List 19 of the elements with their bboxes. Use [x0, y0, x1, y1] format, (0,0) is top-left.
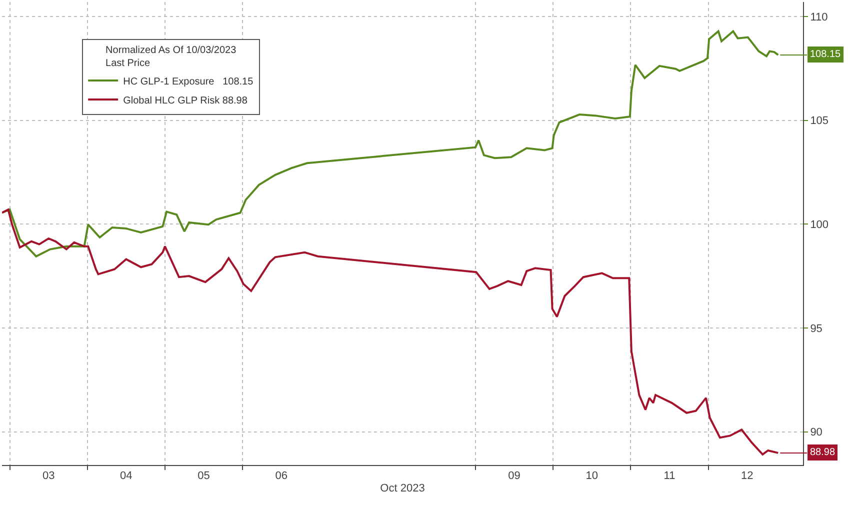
x-tick-label: 09 [508, 470, 520, 482]
x-tick-label: 03 [42, 470, 55, 482]
x-tick-label: 04 [120, 470, 132, 482]
y-tick-label: 105 [810, 115, 829, 128]
y-tick-label: 110 [810, 11, 828, 24]
legend-label: HC GLP-1 Exposure 108.15 [123, 76, 254, 88]
x-tick-label: 10 [586, 470, 598, 482]
legend-title: Normalized As Of 10/03/2023 Last Price [106, 45, 237, 70]
x-tick-label: 11 [664, 470, 676, 482]
y-tick-label: 95 [810, 322, 822, 335]
y-tick-label: 90 [810, 426, 822, 439]
x-axis-title: Oct 2023 [380, 482, 425, 494]
data-label: 108.15 [810, 49, 842, 60]
legend-label: Global HLC GLP Risk 88.98 [123, 95, 248, 106]
x-tick-label: 05 [198, 470, 210, 482]
y-tick-label: 100 [810, 219, 829, 232]
data-label: 88.98 [810, 447, 836, 458]
x-tick-label: 12 [740, 470, 754, 482]
x-tick-label: 06 [275, 470, 288, 482]
